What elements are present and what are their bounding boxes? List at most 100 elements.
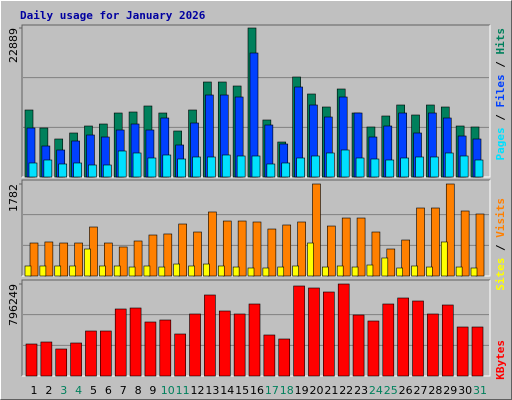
bar [323, 291, 335, 377]
bar [341, 217, 351, 277]
bar [327, 225, 336, 277]
bar [281, 162, 291, 178]
bar [427, 313, 439, 377]
bar [117, 150, 127, 178]
bar [311, 155, 320, 178]
bar [471, 326, 484, 377]
bar [74, 242, 83, 277]
bar [371, 231, 381, 277]
legend-entry: Files [494, 74, 507, 107]
bar [252, 221, 262, 277]
bar [444, 152, 454, 178]
bar [475, 213, 485, 277]
bar [70, 342, 82, 377]
bar [207, 156, 216, 178]
plot-bevel [21, 24, 490, 177]
bar [104, 242, 113, 277]
bar [158, 266, 166, 277]
x-tick-label: 28 [428, 384, 442, 397]
bar [217, 265, 225, 277]
x-tick-label: 10 [161, 384, 175, 397]
bar [322, 266, 329, 277]
bar [397, 297, 409, 377]
bar [277, 266, 285, 277]
bar [132, 152, 142, 178]
bar [370, 158, 380, 178]
bar [416, 207, 425, 277]
bar [415, 156, 424, 178]
x-tick-label: 12 [191, 384, 205, 397]
bar [351, 266, 359, 277]
bar [221, 154, 231, 178]
bar [84, 248, 91, 277]
bar [412, 300, 424, 377]
bar [251, 155, 261, 178]
bar [25, 343, 38, 377]
bar [396, 267, 403, 277]
x-tick-label: 25 [384, 384, 398, 397]
bar [459, 155, 469, 178]
bar [266, 163, 276, 178]
bar [441, 304, 454, 377]
bar [43, 159, 53, 178]
legend-entry: Visits [494, 198, 507, 238]
x-tick-label: 2 [45, 384, 52, 397]
bar [308, 287, 320, 377]
x-tick-label: 20 [309, 384, 323, 397]
x-tick-label: 21 [324, 384, 338, 397]
x-tick-label: 17 [265, 384, 279, 397]
bar [144, 321, 157, 377]
bar [55, 348, 68, 377]
bar [326, 152, 335, 178]
legend: KBytes [494, 340, 507, 380]
bar [352, 314, 365, 377]
x-tick-label: 6 [105, 384, 112, 397]
bar [367, 320, 380, 377]
bar [381, 257, 389, 277]
bar [203, 263, 210, 277]
bar [39, 265, 47, 277]
legend: Sites / Visits [494, 198, 507, 291]
bar [470, 267, 478, 277]
bar [99, 265, 106, 277]
legend-separator: / [494, 238, 507, 258]
bar [28, 162, 38, 178]
bar [296, 157, 305, 178]
y-tick-label: 22889 [7, 28, 20, 63]
bar [24, 265, 32, 277]
bar [129, 307, 142, 377]
bar [103, 164, 112, 178]
x-tick-label: 29 [443, 384, 457, 397]
x-tick-label: 13 [205, 384, 219, 397]
legend-separator: / [494, 55, 507, 75]
bar [262, 267, 270, 277]
bar [58, 163, 68, 178]
x-tick-label: 23 [354, 384, 368, 397]
bar [193, 231, 202, 277]
bar [208, 211, 217, 277]
legend-entry: KBytes [494, 340, 507, 380]
bar [312, 183, 321, 277]
bar [232, 266, 240, 277]
bar [159, 319, 172, 377]
bar [113, 265, 121, 277]
x-tick-label: 14 [220, 384, 234, 397]
bar [177, 158, 186, 178]
bar [54, 265, 62, 277]
x-tick-label: 26 [399, 384, 413, 397]
bar [263, 334, 276, 377]
bar [292, 265, 299, 277]
bar [178, 223, 187, 277]
bar [297, 221, 306, 277]
bar [455, 266, 463, 277]
bar [400, 157, 409, 178]
bar [88, 164, 97, 178]
x-tick-label: 22 [339, 384, 353, 397]
bar [382, 303, 395, 377]
bar [148, 234, 158, 277]
bar [222, 220, 232, 277]
x-tick-label: 31 [473, 384, 487, 397]
bar [189, 313, 201, 377]
